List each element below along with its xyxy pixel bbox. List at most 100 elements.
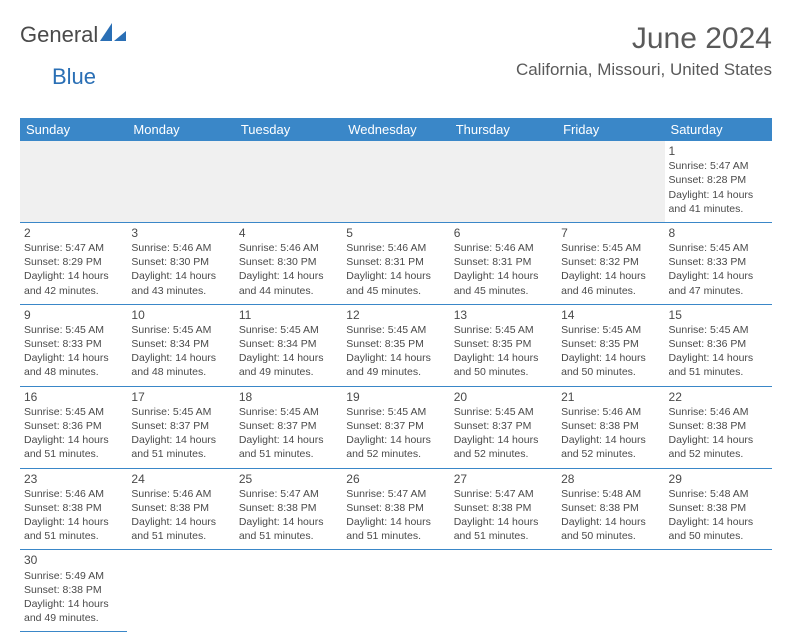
sunrise-text: Sunrise: 5:46 AM xyxy=(454,242,534,254)
sunrise-text: Sunrise: 5:47 AM xyxy=(346,488,426,500)
sunset-text: Sunset: 8:28 PM xyxy=(669,174,747,186)
day-number: 14 xyxy=(561,307,660,323)
sunrise-text: Sunrise: 5:45 AM xyxy=(454,324,534,336)
daylight-text: Daylight: 14 hoursand 45 minutes. xyxy=(346,270,431,296)
daylight-text: Daylight: 14 hoursand 50 minutes. xyxy=(561,352,646,378)
calendar-cell xyxy=(665,550,772,632)
sunrise-text: Sunrise: 5:46 AM xyxy=(239,242,319,254)
sunrise-text: Sunrise: 5:45 AM xyxy=(239,324,319,336)
calendar-cell: 6Sunrise: 5:46 AMSunset: 8:31 PMDaylight… xyxy=(450,222,557,304)
daylight-text: Daylight: 14 hoursand 48 minutes. xyxy=(24,352,109,378)
day-header: Friday xyxy=(557,118,664,141)
calendar-cell xyxy=(127,550,234,632)
daylight-text: Daylight: 14 hoursand 52 minutes. xyxy=(346,434,431,460)
sunset-text: Sunset: 8:37 PM xyxy=(131,420,209,432)
calendar-cell xyxy=(20,141,127,222)
daylight-text: Daylight: 14 hoursand 49 minutes. xyxy=(346,352,431,378)
day-number: 16 xyxy=(24,389,123,405)
sunrise-text: Sunrise: 5:45 AM xyxy=(561,242,641,254)
calendar-table: SundayMondayTuesdayWednesdayThursdayFrid… xyxy=(20,118,772,632)
calendar-cell: 21Sunrise: 5:46 AMSunset: 8:38 PMDayligh… xyxy=(557,386,664,468)
daylight-text: Daylight: 14 hoursand 49 minutes. xyxy=(24,598,109,624)
sunset-text: Sunset: 8:38 PM xyxy=(669,502,747,514)
day-number: 19 xyxy=(346,389,445,405)
sunset-text: Sunset: 8:35 PM xyxy=(454,338,532,350)
sunrise-text: Sunrise: 5:45 AM xyxy=(131,324,211,336)
calendar-week: 9Sunrise: 5:45 AMSunset: 8:33 PMDaylight… xyxy=(20,304,772,386)
calendar-cell: 22Sunrise: 5:46 AMSunset: 8:38 PMDayligh… xyxy=(665,386,772,468)
sunrise-text: Sunrise: 5:46 AM xyxy=(346,242,426,254)
day-number: 9 xyxy=(24,307,123,323)
daylight-text: Daylight: 14 hoursand 51 minutes. xyxy=(239,434,324,460)
calendar-cell: 13Sunrise: 5:45 AMSunset: 8:35 PMDayligh… xyxy=(450,304,557,386)
sunset-text: Sunset: 8:35 PM xyxy=(346,338,424,350)
calendar-week: 23Sunrise: 5:46 AMSunset: 8:38 PMDayligh… xyxy=(20,468,772,550)
sunset-text: Sunset: 8:38 PM xyxy=(669,420,747,432)
daylight-text: Daylight: 14 hoursand 51 minutes. xyxy=(131,434,216,460)
calendar-cell: 4Sunrise: 5:46 AMSunset: 8:30 PMDaylight… xyxy=(235,222,342,304)
day-header: Sunday xyxy=(20,118,127,141)
daylight-text: Daylight: 14 hoursand 52 minutes. xyxy=(454,434,539,460)
sunset-text: Sunset: 8:36 PM xyxy=(24,420,102,432)
sunrise-text: Sunrise: 5:47 AM xyxy=(669,160,749,172)
calendar-week: 30Sunrise: 5:49 AMSunset: 8:38 PMDayligh… xyxy=(20,550,772,632)
day-number: 7 xyxy=(561,225,660,241)
sunset-text: Sunset: 8:37 PM xyxy=(346,420,424,432)
sunrise-text: Sunrise: 5:47 AM xyxy=(454,488,534,500)
day-number: 17 xyxy=(131,389,230,405)
sunrise-text: Sunrise: 5:46 AM xyxy=(561,406,641,418)
calendar-cell: 23Sunrise: 5:46 AMSunset: 8:38 PMDayligh… xyxy=(20,468,127,550)
day-number: 6 xyxy=(454,225,553,241)
day-number: 13 xyxy=(454,307,553,323)
day-number: 15 xyxy=(669,307,768,323)
sunrise-text: Sunrise: 5:45 AM xyxy=(561,324,641,336)
day-number: 30 xyxy=(24,552,123,568)
calendar-cell xyxy=(235,141,342,222)
sunset-text: Sunset: 8:33 PM xyxy=(24,338,102,350)
sail-icon xyxy=(100,23,126,46)
sunrise-text: Sunrise: 5:46 AM xyxy=(24,488,104,500)
calendar-cell xyxy=(557,141,664,222)
calendar-cell: 1Sunrise: 5:47 AM Sunset: 8:28 PM Daylight… xyxy=(665,141,772,222)
daylight-text: Daylight: 14 hoursand 52 minutes. xyxy=(669,434,754,460)
calendar-cell: 30Sunrise: 5:49 AMSunset: 8:38 PMDayligh… xyxy=(20,550,127,632)
daylight-text: Daylight: 14 hoursand 51 minutes. xyxy=(131,516,216,542)
sunset-text: Sunset: 8:38 PM xyxy=(561,420,639,432)
sunset-text: Sunset: 8:31 PM xyxy=(346,256,424,268)
daylight-text: Daylight: 14 hoursand 50 minutes. xyxy=(561,516,646,542)
calendar-cell: 15Sunrise: 5:45 AMSunset: 8:36 PMDayligh… xyxy=(665,304,772,386)
day-header: Thursday xyxy=(450,118,557,141)
sunrise-text: Sunrise: 5:45 AM xyxy=(346,324,426,336)
calendar-cell xyxy=(557,550,664,632)
calendar-cell: 8Sunrise: 5:45 AMSunset: 8:33 PMDaylight… xyxy=(665,222,772,304)
calendar-cell: 25Sunrise: 5:47 AMSunset: 8:38 PMDayligh… xyxy=(235,468,342,550)
daylight-text: Daylight: 14 hoursand 52 minutes. xyxy=(561,434,646,460)
day-number: 25 xyxy=(239,471,338,487)
daylight-text: Daylight: 14 hoursand 45 minutes. xyxy=(454,270,539,296)
sunrise-text: Sunrise: 5:47 AM xyxy=(24,242,104,254)
daylight-text: Daylight: 14 hoursand 46 minutes. xyxy=(561,270,646,296)
calendar-cell: 12Sunrise: 5:45 AMSunset: 8:35 PMDayligh… xyxy=(342,304,449,386)
sunrise-text: Sunrise: 5:46 AM xyxy=(131,488,211,500)
daylight-text: Daylight: 14 hoursand 51 minutes. xyxy=(346,516,431,542)
sunrise-text: Sunrise: 5:45 AM xyxy=(669,324,749,336)
calendar-cell xyxy=(342,141,449,222)
day-number: 18 xyxy=(239,389,338,405)
sunrise-text: Sunrise: 5:46 AM xyxy=(131,242,211,254)
daylight-text: Daylight: 14 hoursand 42 minutes. xyxy=(24,270,109,296)
day-number: 1 xyxy=(669,143,768,159)
sunset-text: Sunset: 8:38 PM xyxy=(24,584,102,596)
day-number: 27 xyxy=(454,471,553,487)
calendar-cell: 16Sunrise: 5:45 AMSunset: 8:36 PMDayligh… xyxy=(20,386,127,468)
day-number: 3 xyxy=(131,225,230,241)
calendar-cell: 29Sunrise: 5:48 AMSunset: 8:38 PMDayligh… xyxy=(665,468,772,550)
daylight-text: Daylight: 14 hoursand 44 minutes. xyxy=(239,270,324,296)
daylight-text: Daylight: 14 hoursand 43 minutes. xyxy=(131,270,216,296)
calendar-cell xyxy=(127,141,234,222)
sunset-text: Sunset: 8:36 PM xyxy=(669,338,747,350)
daylight-text: Daylight: 14 hoursand 49 minutes. xyxy=(239,352,324,378)
daylight-text: Daylight: 14 hoursand 41 minutes. xyxy=(669,189,754,215)
sunrise-text: Sunrise: 5:45 AM xyxy=(239,406,319,418)
sunset-text: Sunset: 8:38 PM xyxy=(131,502,209,514)
sunrise-text: Sunrise: 5:45 AM xyxy=(24,324,104,336)
